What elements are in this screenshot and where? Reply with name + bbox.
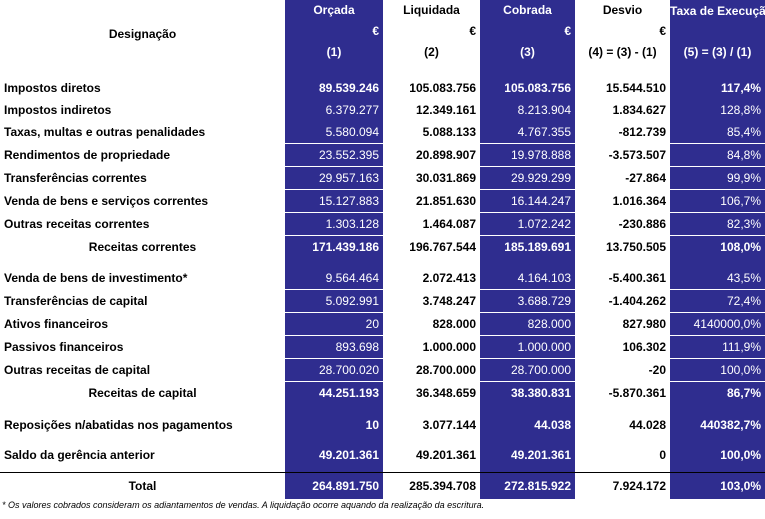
table-row: Impostos indiretos 6.379.277 12.349.161 8.… [0, 99, 765, 121]
spacer-band [0, 404, 765, 412]
subtotal-row: Receitas de capital 44.251.193 36.348.659… [0, 382, 765, 404]
table-row: Saldo da gerência anterior 49.201.361 49.… [0, 442, 765, 468]
table-header: Designação Orçada € (1) Liquidada € (2) … [0, 0, 765, 68]
footnote: * Os valores cobrados consideram os adia… [2, 500, 485, 510]
table-row: Venda de bens de investimento* 9.564.464 … [0, 267, 765, 289]
header-cobrada: Cobrada € (3) [480, 0, 575, 68]
table-row: Ativos financeiros 20 828.000 828.000 827.… [0, 313, 765, 335]
total-row: Total 264.891.750 285.394.708 272.815.922 … [0, 472, 765, 499]
table-row: Taxas, multas e outras penalidades 5.580.… [0, 121, 765, 143]
spacer-band [0, 468, 765, 472]
table-row: Reposições n/abatidas nos pagamentos 10 3… [0, 412, 765, 438]
table-row: Outras receitas correntes 1.303.128 1.464… [0, 213, 765, 235]
table-row: Venda de bens e serviços correntes 15.127… [0, 190, 765, 212]
table-row: Rendimentos de propriedade 23.552.395 20.… [0, 144, 765, 166]
table-row: Outras receitas de capital 28.700.020 28.… [0, 359, 765, 381]
spacer-band [0, 258, 765, 267]
header-liquidada: Liquidada € (2) [383, 0, 480, 68]
subtotal-row: Receitas correntes 171.439.186 196.767.54… [0, 236, 765, 258]
table-row: Transferências de capital 5.092.991 3.748… [0, 290, 765, 312]
table-row: Impostos diretos 89.539.246 105.083.756 10… [0, 77, 765, 99]
header-orcada: Orçada € (1) [285, 0, 383, 68]
table-row: Passivos financeiros 893.698 1.000.000 1.0… [0, 336, 765, 358]
table-row: Transferências correntes 29.957.163 30.03… [0, 167, 765, 189]
spacer-band [0, 438, 765, 442]
header-desvio: Desvio € (4) = (3) - (1) [575, 0, 670, 68]
header-designacao: Designação [108, 27, 177, 41]
spacer-band [0, 68, 765, 77]
header-taxa-execucao: Taxa de Execução (5) = (3) / (1) [670, 0, 765, 68]
